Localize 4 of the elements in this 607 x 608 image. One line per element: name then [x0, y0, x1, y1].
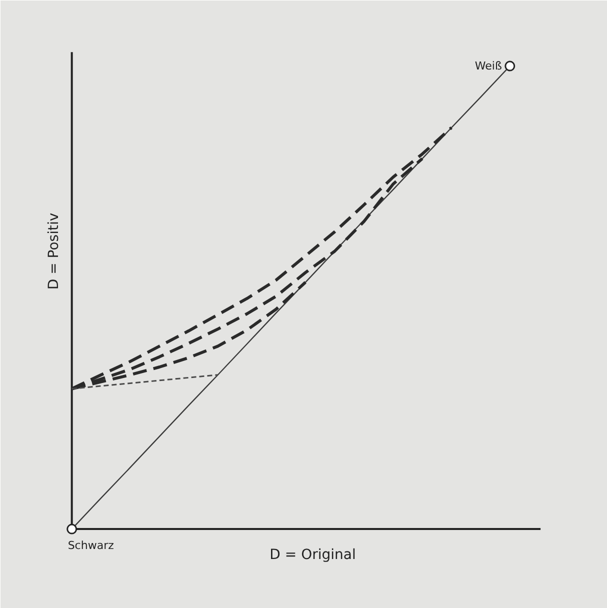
annotation: Weiß: [474, 60, 502, 73]
x-axis-title: D = Original: [270, 547, 356, 564]
y-axis-title: D = Positiv: [46, 212, 62, 290]
text: Schwarz: [68, 539, 114, 552]
